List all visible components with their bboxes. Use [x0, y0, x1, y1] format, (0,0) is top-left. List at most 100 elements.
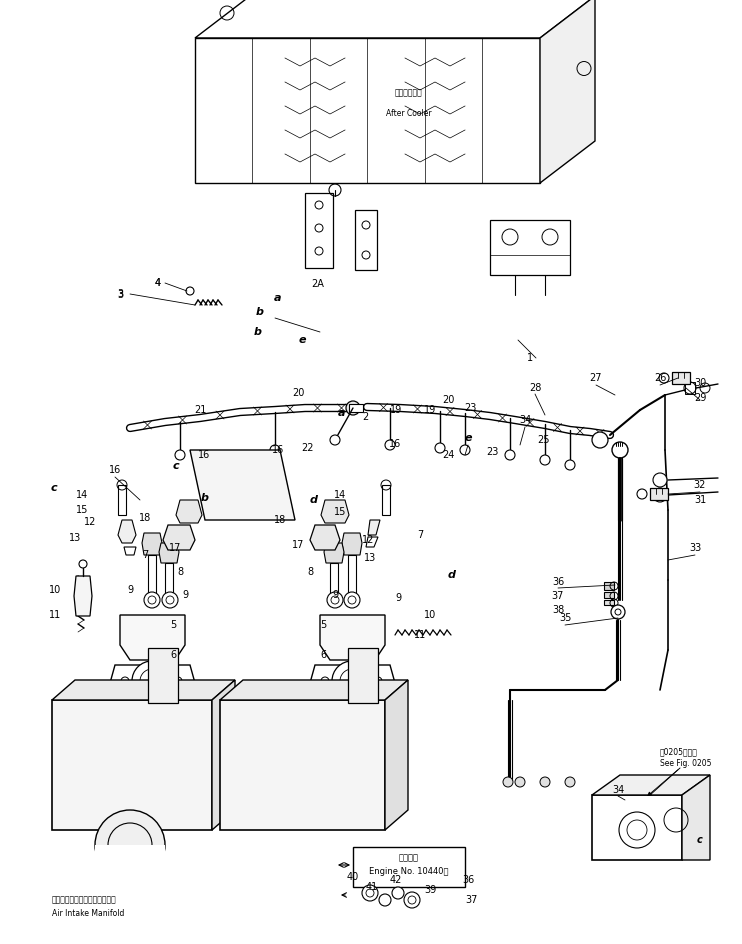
Text: 10: 10 [49, 585, 61, 595]
Polygon shape [324, 543, 344, 563]
Circle shape [162, 592, 178, 608]
Text: Air Intake Manifold: Air Intake Manifold [52, 909, 125, 919]
Text: 19: 19 [390, 405, 402, 415]
Circle shape [611, 605, 625, 619]
Circle shape [404, 892, 420, 908]
Circle shape [505, 450, 515, 460]
Text: 11: 11 [49, 610, 61, 620]
Bar [592, 795, 682, 860]
Circle shape [460, 445, 470, 455]
Text: 12: 12 [84, 517, 96, 527]
Circle shape [346, 401, 360, 415]
Circle shape [385, 440, 395, 450]
Text: a: a [338, 408, 346, 418]
Text: 4: 4 [155, 278, 161, 288]
Ellipse shape [330, 665, 374, 697]
Circle shape [330, 435, 340, 445]
Text: 適用号機: 適用号機 [399, 853, 419, 863]
Bar [348, 648, 378, 703]
Text: 10: 10 [424, 610, 436, 620]
Polygon shape [142, 533, 162, 555]
Polygon shape [52, 680, 235, 700]
Text: 42: 42 [390, 875, 402, 885]
Text: d: d [448, 570, 456, 580]
Polygon shape [118, 520, 136, 543]
Polygon shape [310, 525, 340, 550]
Text: 30: 30 [694, 378, 706, 388]
Text: 37: 37 [466, 895, 478, 905]
Text: b: b [201, 493, 209, 503]
Text: d: d [310, 495, 318, 505]
Text: 39: 39 [424, 885, 436, 895]
Text: 23: 23 [464, 403, 476, 413]
Bar [165, 563, 173, 603]
Text: 11: 11 [414, 630, 426, 640]
Text: 18: 18 [139, 513, 151, 523]
Polygon shape [366, 537, 378, 547]
Bar [52, 700, 212, 830]
Text: 14: 14 [334, 490, 346, 500]
Text: 23: 23 [486, 447, 498, 457]
Text: 38: 38 [552, 605, 564, 615]
Text: エアーインテークマニホールド: エアーインテークマニホールド [52, 896, 116, 904]
Text: 34: 34 [519, 415, 531, 425]
Text: 2A: 2A [312, 279, 324, 289]
Bar [672, 372, 690, 384]
Circle shape [332, 661, 372, 701]
Text: 図0205図参照: 図0205図参照 [660, 748, 698, 756]
Text: 15: 15 [334, 507, 347, 517]
Text: 24: 24 [441, 450, 454, 460]
Text: 34: 34 [612, 785, 624, 795]
Text: 31: 31 [694, 495, 706, 505]
Text: 35: 35 [559, 613, 571, 623]
Text: 18: 18 [274, 515, 286, 525]
Polygon shape [321, 500, 349, 523]
Text: Engine No. 10440～: Engine No. 10440～ [370, 868, 449, 876]
Polygon shape [212, 680, 235, 830]
Circle shape [653, 488, 667, 502]
Text: After Cooler: After Cooler [386, 109, 432, 118]
Text: 9: 9 [127, 585, 133, 595]
Bar [650, 488, 668, 500]
Polygon shape [540, 0, 595, 183]
Circle shape [565, 460, 575, 470]
Circle shape [612, 442, 628, 458]
Circle shape [540, 777, 550, 787]
Text: 27: 27 [590, 373, 603, 383]
Text: c: c [173, 461, 180, 471]
Circle shape [327, 592, 343, 608]
Text: 3: 3 [117, 290, 123, 300]
Text: 26: 26 [654, 373, 666, 383]
Bar [220, 700, 385, 830]
Ellipse shape [130, 665, 174, 697]
Polygon shape [110, 665, 195, 697]
Text: アフタクーラ: アフタクーラ [395, 89, 423, 97]
Text: 2: 2 [362, 412, 368, 422]
Circle shape [503, 777, 513, 787]
Polygon shape [159, 543, 179, 563]
Polygon shape [195, 0, 595, 38]
Text: 6: 6 [320, 650, 326, 660]
Text: 15: 15 [76, 505, 88, 515]
Text: 20: 20 [292, 388, 304, 398]
Polygon shape [220, 680, 408, 700]
Circle shape [592, 432, 608, 448]
Text: 7: 7 [142, 550, 148, 560]
Text: 5: 5 [170, 620, 176, 630]
Text: 7: 7 [417, 530, 423, 540]
Bar [148, 555, 156, 600]
Text: 19: 19 [424, 405, 436, 415]
Circle shape [653, 473, 667, 487]
Text: 9: 9 [182, 590, 188, 600]
Bar [353, 847, 465, 887]
Text: 16: 16 [272, 445, 284, 455]
Circle shape [95, 810, 165, 880]
Text: 13: 13 [364, 553, 376, 563]
Circle shape [540, 455, 550, 465]
Text: 33: 33 [689, 543, 701, 553]
Polygon shape [124, 547, 136, 555]
Bar [604, 600, 614, 605]
Text: 4: 4 [155, 278, 161, 288]
Circle shape [362, 885, 378, 901]
Polygon shape [190, 450, 295, 520]
